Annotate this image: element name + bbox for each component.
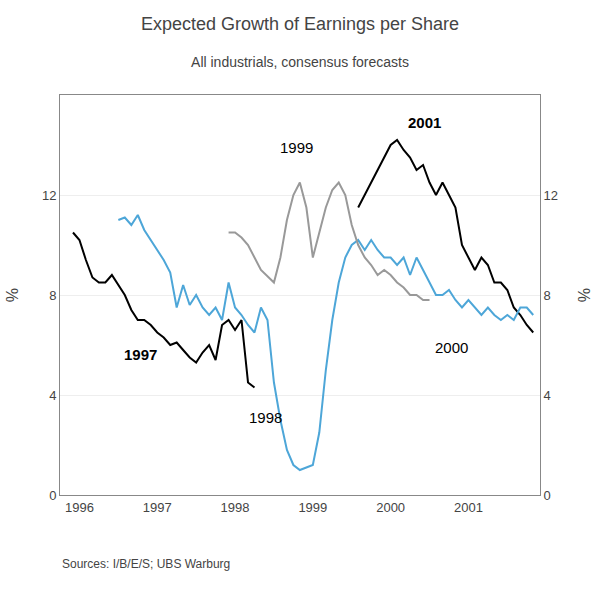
svg-text:Sources: I/B/E/S; UBS Warburg: Sources: I/B/E/S; UBS Warburg [62, 557, 230, 571]
svg-text:0: 0 [49, 488, 56, 503]
svg-text:%: % [4, 288, 21, 302]
svg-text:2001: 2001 [454, 500, 483, 515]
svg-text:1999: 1999 [298, 500, 327, 515]
svg-text:1996: 1996 [65, 500, 94, 515]
svg-text:Expected Growth of Earnings pe: Expected Growth of Earnings per Share [141, 14, 459, 34]
svg-text:4: 4 [49, 388, 56, 403]
svg-text:1999: 1999 [280, 139, 313, 156]
svg-text:8: 8 [49, 288, 56, 303]
svg-text:8: 8 [544, 288, 551, 303]
svg-text:2000: 2000 [435, 339, 468, 356]
svg-text:%: % [576, 288, 593, 302]
svg-text:All industrials, consensus for: All industrials, consensus forecasts [191, 54, 409, 70]
svg-text:1998: 1998 [221, 500, 250, 515]
svg-text:1997: 1997 [143, 500, 172, 515]
svg-text:12: 12 [42, 188, 56, 203]
svg-text:2000: 2000 [376, 500, 405, 515]
svg-text:12: 12 [544, 188, 558, 203]
svg-text:1997: 1997 [124, 346, 157, 363]
svg-text:0: 0 [544, 488, 551, 503]
svg-text:2001: 2001 [408, 114, 441, 131]
svg-text:4: 4 [544, 388, 551, 403]
svg-text:1998: 1998 [249, 409, 282, 426]
